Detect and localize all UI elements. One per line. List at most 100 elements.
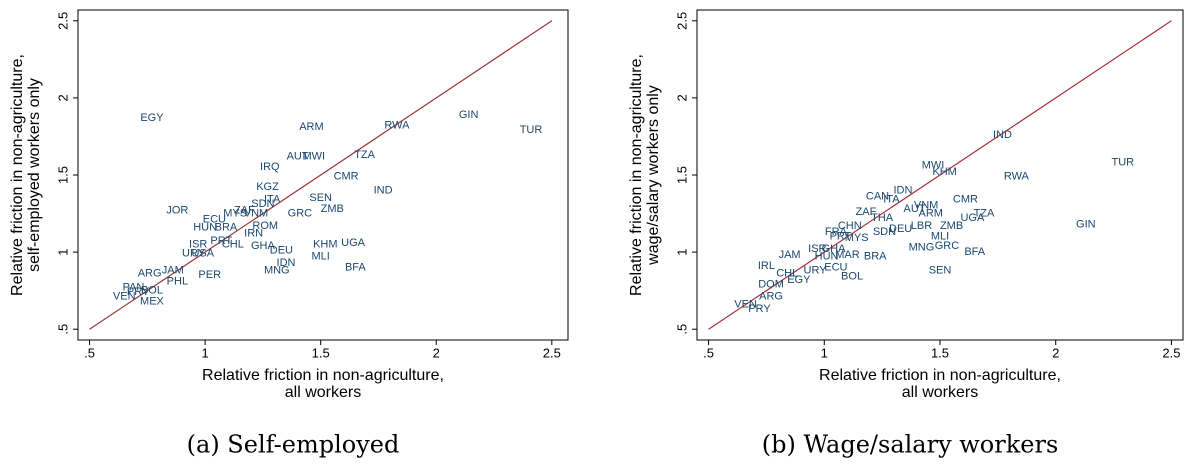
country-point: CHN — [838, 220, 862, 232]
country-point: ISR — [808, 243, 826, 255]
country-point: CHL — [222, 238, 244, 250]
y-tick-label: 1 — [674, 248, 689, 255]
x-tick-label: 1 — [821, 345, 828, 360]
country-point: VEN — [734, 298, 757, 310]
country-point: ARM — [919, 207, 943, 219]
country-point: DEU — [889, 223, 912, 235]
country-point: UGA — [960, 212, 985, 224]
country-point: SDN — [873, 226, 896, 238]
country-point: GIN — [459, 109, 479, 121]
country-point: URY — [182, 248, 206, 260]
country-point: GIN — [1076, 218, 1096, 230]
x-axis-label: all workers — [902, 384, 978, 401]
country-point: ARG — [759, 291, 783, 303]
country-point: BOL — [141, 285, 163, 297]
country-point: AUT — [904, 203, 926, 215]
country-point: MEX — [140, 295, 165, 307]
country-point: GRC — [935, 240, 960, 252]
country-point: JOR — [166, 204, 188, 216]
y-axis-label: Relative friction in non-agriculture, — [628, 54, 645, 296]
caption: (b) Wage/salary workers — [762, 431, 1059, 459]
x-tick-label: 1 — [202, 345, 209, 360]
country-point: BRA — [215, 221, 238, 233]
country-point: PRT — [210, 235, 232, 247]
country-point: GHA — [251, 240, 276, 252]
country-point: CAN — [866, 190, 889, 202]
x-axis-label: Relative friction in non-agriculture, — [202, 367, 444, 384]
country-point: ZAF — [856, 206, 877, 218]
country-point: IRQ — [260, 161, 280, 173]
caption: (a) Self-employed — [187, 431, 400, 459]
country-point: RWA — [384, 120, 410, 132]
country-point: ISR — [189, 238, 207, 250]
country-point: ITA — [883, 194, 900, 206]
country-point: BFA — [345, 261, 366, 273]
country-point: ARM — [299, 121, 323, 133]
y-tick-label: 2.5 — [55, 12, 70, 30]
x-tick-label: .5 — [703, 345, 714, 360]
country-point: SEN — [929, 265, 952, 277]
country-point: MYS — [223, 207, 247, 219]
country-point: CMR — [953, 194, 978, 206]
country-point: VNM — [914, 200, 938, 212]
y-axis-label: wage/salary workers only — [645, 85, 662, 266]
country-point: ARG — [138, 268, 162, 280]
country-point: MWI — [302, 150, 325, 162]
y-tick-label: 2.5 — [674, 12, 689, 30]
country-point: IRN — [244, 228, 263, 240]
country-point: BRA — [864, 251, 887, 263]
country-point: VNM — [244, 207, 268, 219]
y-tick-label: 1.5 — [674, 166, 689, 184]
country-point: ZMB — [321, 203, 344, 215]
country-point: KGZ — [256, 181, 279, 193]
country-point: PRT — [830, 231, 852, 243]
diagonal-line — [708, 20, 1172, 330]
diagonal-line — [89, 20, 553, 330]
country-point: ECU — [203, 214, 226, 226]
country-point: GRC — [288, 207, 313, 219]
country-point: IDN — [893, 184, 912, 196]
country-point: DOM — [758, 278, 784, 290]
country-point: MLI — [931, 231, 949, 243]
country-point: UGA — [341, 237, 366, 249]
country-point: SDN — [251, 198, 274, 210]
country-point: TZA — [974, 207, 995, 219]
y-tick-label: 2 — [674, 94, 689, 101]
country-point: AUT — [287, 150, 309, 162]
y-tick-label: 1 — [55, 248, 70, 255]
country-point: EGY — [140, 112, 164, 124]
country-point: THA — [871, 212, 894, 224]
country-point: MLI — [312, 251, 330, 263]
country-point: PAN — [123, 281, 145, 293]
country-point: IRL — [758, 260, 775, 272]
country-point: PER — [198, 269, 221, 281]
country-point: MYS — [845, 232, 869, 244]
country-point: DEU — [270, 244, 293, 256]
y-tick-label: .5 — [674, 324, 689, 335]
x-tick-label: 2.5 — [1162, 345, 1180, 360]
y-axis-label: Relative friction in non-agriculture, — [9, 54, 26, 296]
country-point: HUN — [193, 221, 217, 233]
country-point: ECU — [824, 261, 847, 273]
country-point: LBR — [911, 220, 932, 232]
country-point: MAR — [835, 249, 860, 261]
country-point: KHM — [313, 238, 337, 250]
y-axis-label: self-employed workers only — [26, 78, 43, 272]
x-tick-label: 2 — [1052, 345, 1059, 360]
country-point: MNG — [264, 265, 290, 277]
x-axis-label: all workers — [285, 384, 361, 401]
country-point: CMR — [334, 170, 359, 182]
country-point: EGY — [787, 274, 811, 286]
y-tick-label: 2 — [55, 94, 70, 101]
country-point: ROM — [252, 220, 278, 232]
country-point: MWI — [922, 160, 945, 172]
country-point: TUR — [520, 124, 543, 136]
country-point: ITA — [264, 194, 281, 206]
country-point: TUR — [1112, 157, 1135, 169]
country-point: GHA — [822, 243, 847, 255]
country-point: VEN — [113, 291, 136, 303]
country-point: HUN — [815, 251, 839, 263]
country-point: FRA — [825, 226, 848, 238]
